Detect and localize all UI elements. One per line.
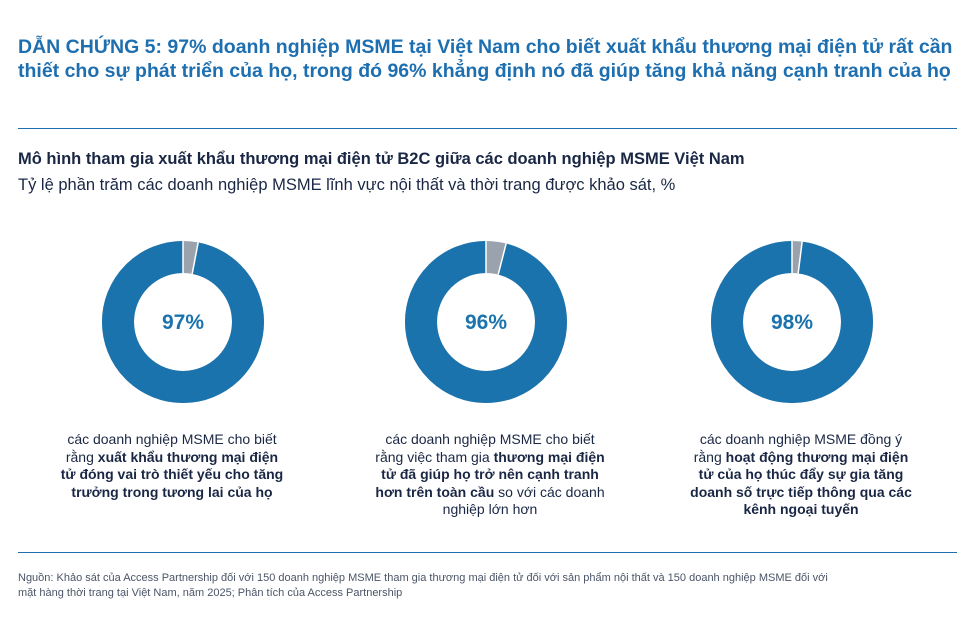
caption-1: các doanh nghiệp MSME cho biết rằng xuất… xyxy=(57,431,287,501)
donut-2-separator-2 xyxy=(497,243,507,275)
caption-2-run-1: các doanh nghiệp MSME cho biết rằng việc… xyxy=(375,431,595,465)
caption-3: các doanh nghiệp MSME đồng ý rằng hoạt đ… xyxy=(686,431,916,519)
caption-3-run-1: các doanh nghiệp MSME đồng ý rằng xyxy=(693,431,903,465)
divider-bottom xyxy=(18,552,957,553)
headline: DẪN CHỨNG 5: 97% doanh nghiệp MSME tại V… xyxy=(18,36,953,82)
caption-2-run-3: so với các doanh nghiệp lớn hơn xyxy=(442,483,605,518)
divider-top xyxy=(18,128,957,129)
donut-1-separator-2 xyxy=(191,242,199,275)
donut-3-value-label: 98% xyxy=(771,311,813,334)
caption-1-run-2: xuất khẩu thương mại điện tử đóng vai tr… xyxy=(60,448,284,500)
donut-2: 96% xyxy=(405,241,567,403)
caption-3-run-2: hoạt động thương mại điện tử của họ thúc… xyxy=(690,448,912,518)
donut-2-value-label: 96% xyxy=(465,311,507,334)
donut-3-separator-2 xyxy=(797,241,803,274)
caption-1-run-1: các doanh nghiệp MSME cho biết rằng xyxy=(65,431,277,465)
source-note: Nguồn: Khảo sát của Access Partnership đ… xyxy=(18,572,828,599)
donut-1: 97% xyxy=(102,241,264,403)
caption-2: các doanh nghiệp MSME cho biết rằng việc… xyxy=(375,431,605,519)
donut-3: 98% xyxy=(711,241,873,403)
chart-subtitle: Tỷ lệ phần trăm các doanh nghiệp MSME lĩ… xyxy=(18,176,676,194)
donut-1-value-label: 97% xyxy=(162,311,204,334)
chart-title: Mô hình tham gia xuất khẩu thương mại đi… xyxy=(18,150,745,168)
caption-2-run-2: thương mại điện tử đã giúp họ trở nên cạ… xyxy=(375,448,605,500)
